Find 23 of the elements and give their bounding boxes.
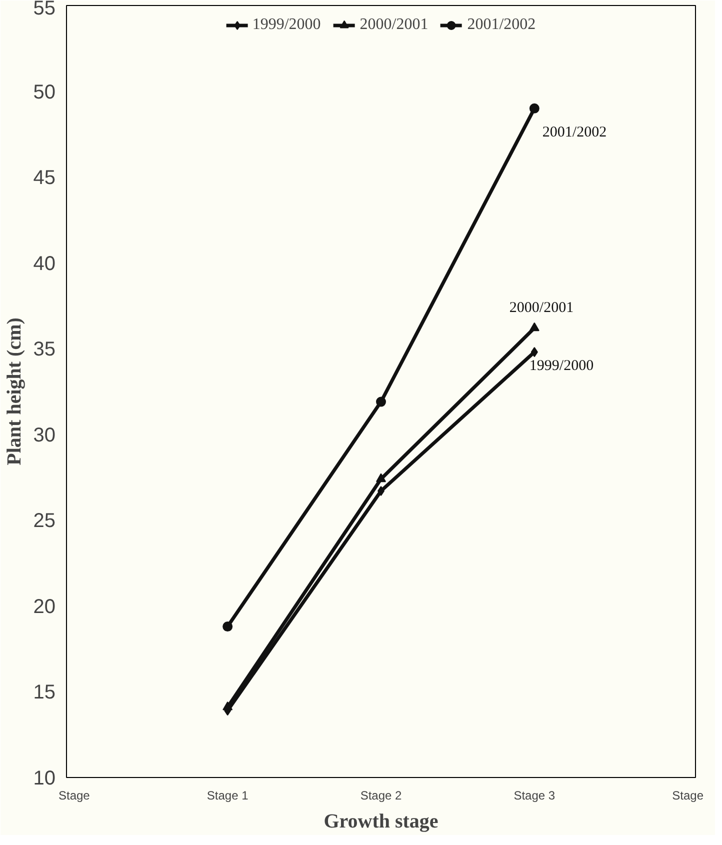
- x-tick-label: Stage 1: [206, 788, 249, 802]
- x-tick-label: Stage: [672, 788, 704, 802]
- x-tick-label: Stage 2: [360, 788, 402, 802]
- y-tick-label: 45: [33, 167, 56, 190]
- y-tick-label: 15: [33, 682, 56, 704]
- y-axis-title: Plant height (cm): [3, 318, 26, 466]
- text: 2000/2001: [509, 300, 574, 316]
- x-tick-label: Stage 3: [514, 788, 556, 802]
- y-tick-label: 40: [33, 252, 56, 275]
- y-tick-label: 55: [33, 0, 56, 20]
- y-tick-label: 25: [33, 510, 56, 532]
- legend-label: 1999/2000: [252, 16, 321, 34]
- y-tick-label: 50: [33, 81, 56, 104]
- legend-label: 2000/2001: [360, 16, 428, 34]
- text: 2001/2002: [542, 124, 607, 140]
- y-tick-label: 10: [33, 768, 56, 790]
- y-tick-label: 35: [33, 338, 56, 361]
- text: 1999/2000: [529, 358, 594, 374]
- y-tick-label: 30: [33, 424, 56, 446]
- x-tick-label: Stage: [58, 788, 90, 802]
- y-tick-label: 20: [33, 596, 56, 618]
- x-axis-title: Growth stage: [324, 810, 438, 832]
- legend-label: 2001/2002: [467, 16, 536, 34]
